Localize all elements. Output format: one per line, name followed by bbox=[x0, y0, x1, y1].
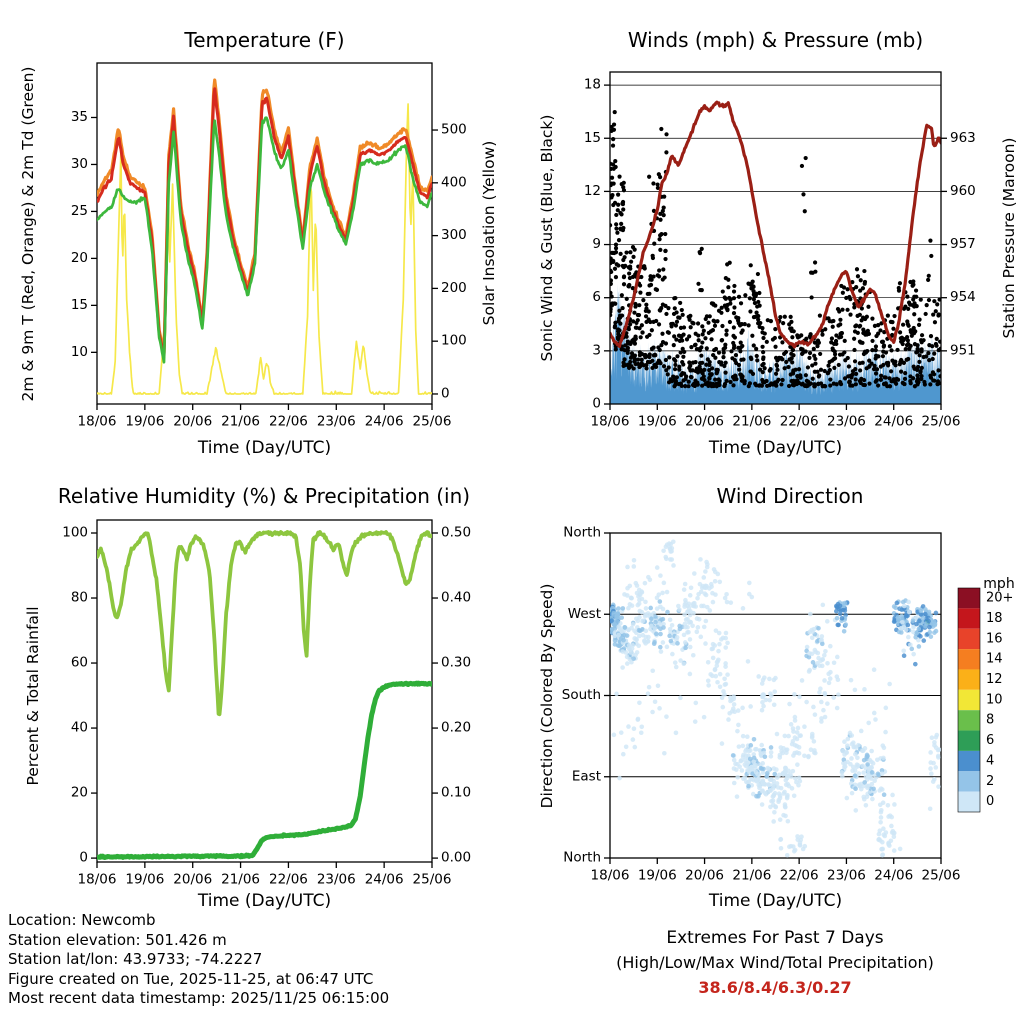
wind-direction-chart bbox=[512, 470, 1024, 920]
wind-direction-x-axis-label: Time (Day/UTC) bbox=[708, 891, 843, 911]
direction-y-label: Direction (Colored By Speed) bbox=[538, 583, 556, 809]
humidity-precip-chart bbox=[0, 470, 512, 920]
temperature-chart bbox=[0, 0, 512, 470]
humidity-x-axis-label: Time (Day/UTC) bbox=[197, 891, 332, 911]
wind-gust-y-left-label: Sonic Wind & Gust (Blue, Black) bbox=[538, 114, 556, 362]
station-info: Location: Newcomb Station elevation: 501… bbox=[8, 911, 389, 1009]
extremes-title: Extremes For Past 7 Days bbox=[666, 928, 884, 948]
percent-rainfall-y-label: Percent & Total Rainfall bbox=[24, 606, 42, 786]
temperature-x-axis-label: Time (Day/UTC) bbox=[197, 438, 332, 458]
station-latlon: Station lat/lon: 43.9733; -74.2227 bbox=[8, 950, 263, 968]
colorbar-unit-label: mph bbox=[983, 576, 1015, 592]
temperature-chart-title: Temperature (F) bbox=[184, 28, 345, 52]
extremes-values: 38.6/8.4/6.3/0.27 bbox=[698, 978, 852, 997]
pressure-y-right-label: Station Pressure (Maroon) bbox=[1000, 137, 1018, 339]
extremes-block: Extremes For Past 7 Days (High/Low/Max W… bbox=[540, 928, 1010, 997]
winds-pressure-chart bbox=[512, 0, 1024, 470]
wind-direction-chart-title: Wind Direction bbox=[716, 484, 864, 508]
figure-created-timestamp: Figure created on Tue, 2025-11-25, at 06… bbox=[8, 969, 374, 988]
station-location: Location: Newcomb bbox=[8, 911, 156, 929]
extremes-subtitle: (High/Low/Max Wind/Total Precipitation) bbox=[616, 953, 934, 972]
winds-chart-title: Winds (mph) & Pressure (mb) bbox=[627, 28, 924, 52]
humidity-chart-title: Relative Humidity (%) & Precipitation (i… bbox=[57, 484, 471, 508]
temperature-y-left-label: 2m & 9m T (Red, Orange) & 2m Td (Green) bbox=[19, 66, 37, 402]
station-elevation: Station elevation: 501.426 m bbox=[8, 930, 227, 949]
solar-y-right-label: Solar Insolation (Yellow) bbox=[480, 140, 498, 326]
winds-x-axis-label: Time (Day/UTC) bbox=[708, 438, 843, 458]
recent-data-timestamp: Most recent data timestamp: 2025/11/25 0… bbox=[8, 989, 390, 1007]
